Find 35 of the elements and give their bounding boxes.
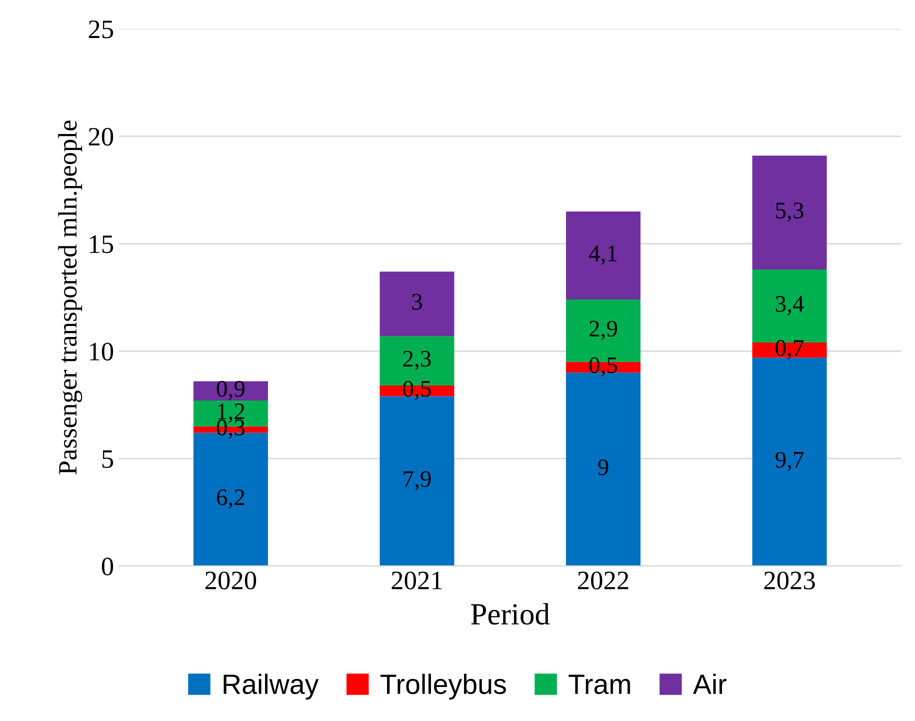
data-label: 7,9	[404, 471, 431, 490]
x-tick-label: 2023	[764, 572, 815, 590]
legend-label: Air	[692, 674, 726, 694]
data-label: 4,1	[588, 246, 617, 265]
data-label: 3	[412, 294, 422, 310]
x-tick-label: 2022	[578, 572, 628, 590]
data-label: 6,2	[216, 489, 244, 509]
data-label: 5,3	[776, 202, 804, 222]
bar	[566, 211, 640, 300]
data-label: 3,4	[776, 296, 804, 316]
x-tick-label: 2021	[392, 572, 442, 590]
legend-label: Railway	[224, 674, 319, 700]
x-tick-label: 2020	[205, 572, 256, 590]
x-axis-title: Period	[471, 603, 550, 625]
y-tick-label: 10	[90, 342, 114, 361]
data-label: 2,9	[590, 320, 618, 340]
legend-label: Tram	[568, 674, 630, 694]
data-label: 0,5	[403, 380, 431, 400]
data-label: 0,5	[589, 357, 618, 377]
data-label: 9,7	[776, 452, 804, 472]
y-axis-title: Passenger transported mln.people	[58, 120, 82, 474]
data-label: 0,9	[216, 380, 244, 400]
y-tick-label: 15	[90, 235, 114, 254]
legend-label: Trolleybus	[380, 674, 506, 700]
bar	[752, 358, 827, 566]
y-tick-label: 20	[88, 128, 114, 146]
bar	[193, 381, 268, 401]
bar	[380, 272, 454, 336]
bar	[752, 156, 827, 270]
y-tick-label: 0	[102, 558, 114, 576]
y-tick-label: 25	[88, 20, 114, 38]
data-label: 0,7	[776, 340, 804, 360]
data-label: 2,3	[403, 350, 431, 370]
data-label: 9	[598, 459, 608, 476]
y-tick-label: 5	[102, 450, 114, 468]
